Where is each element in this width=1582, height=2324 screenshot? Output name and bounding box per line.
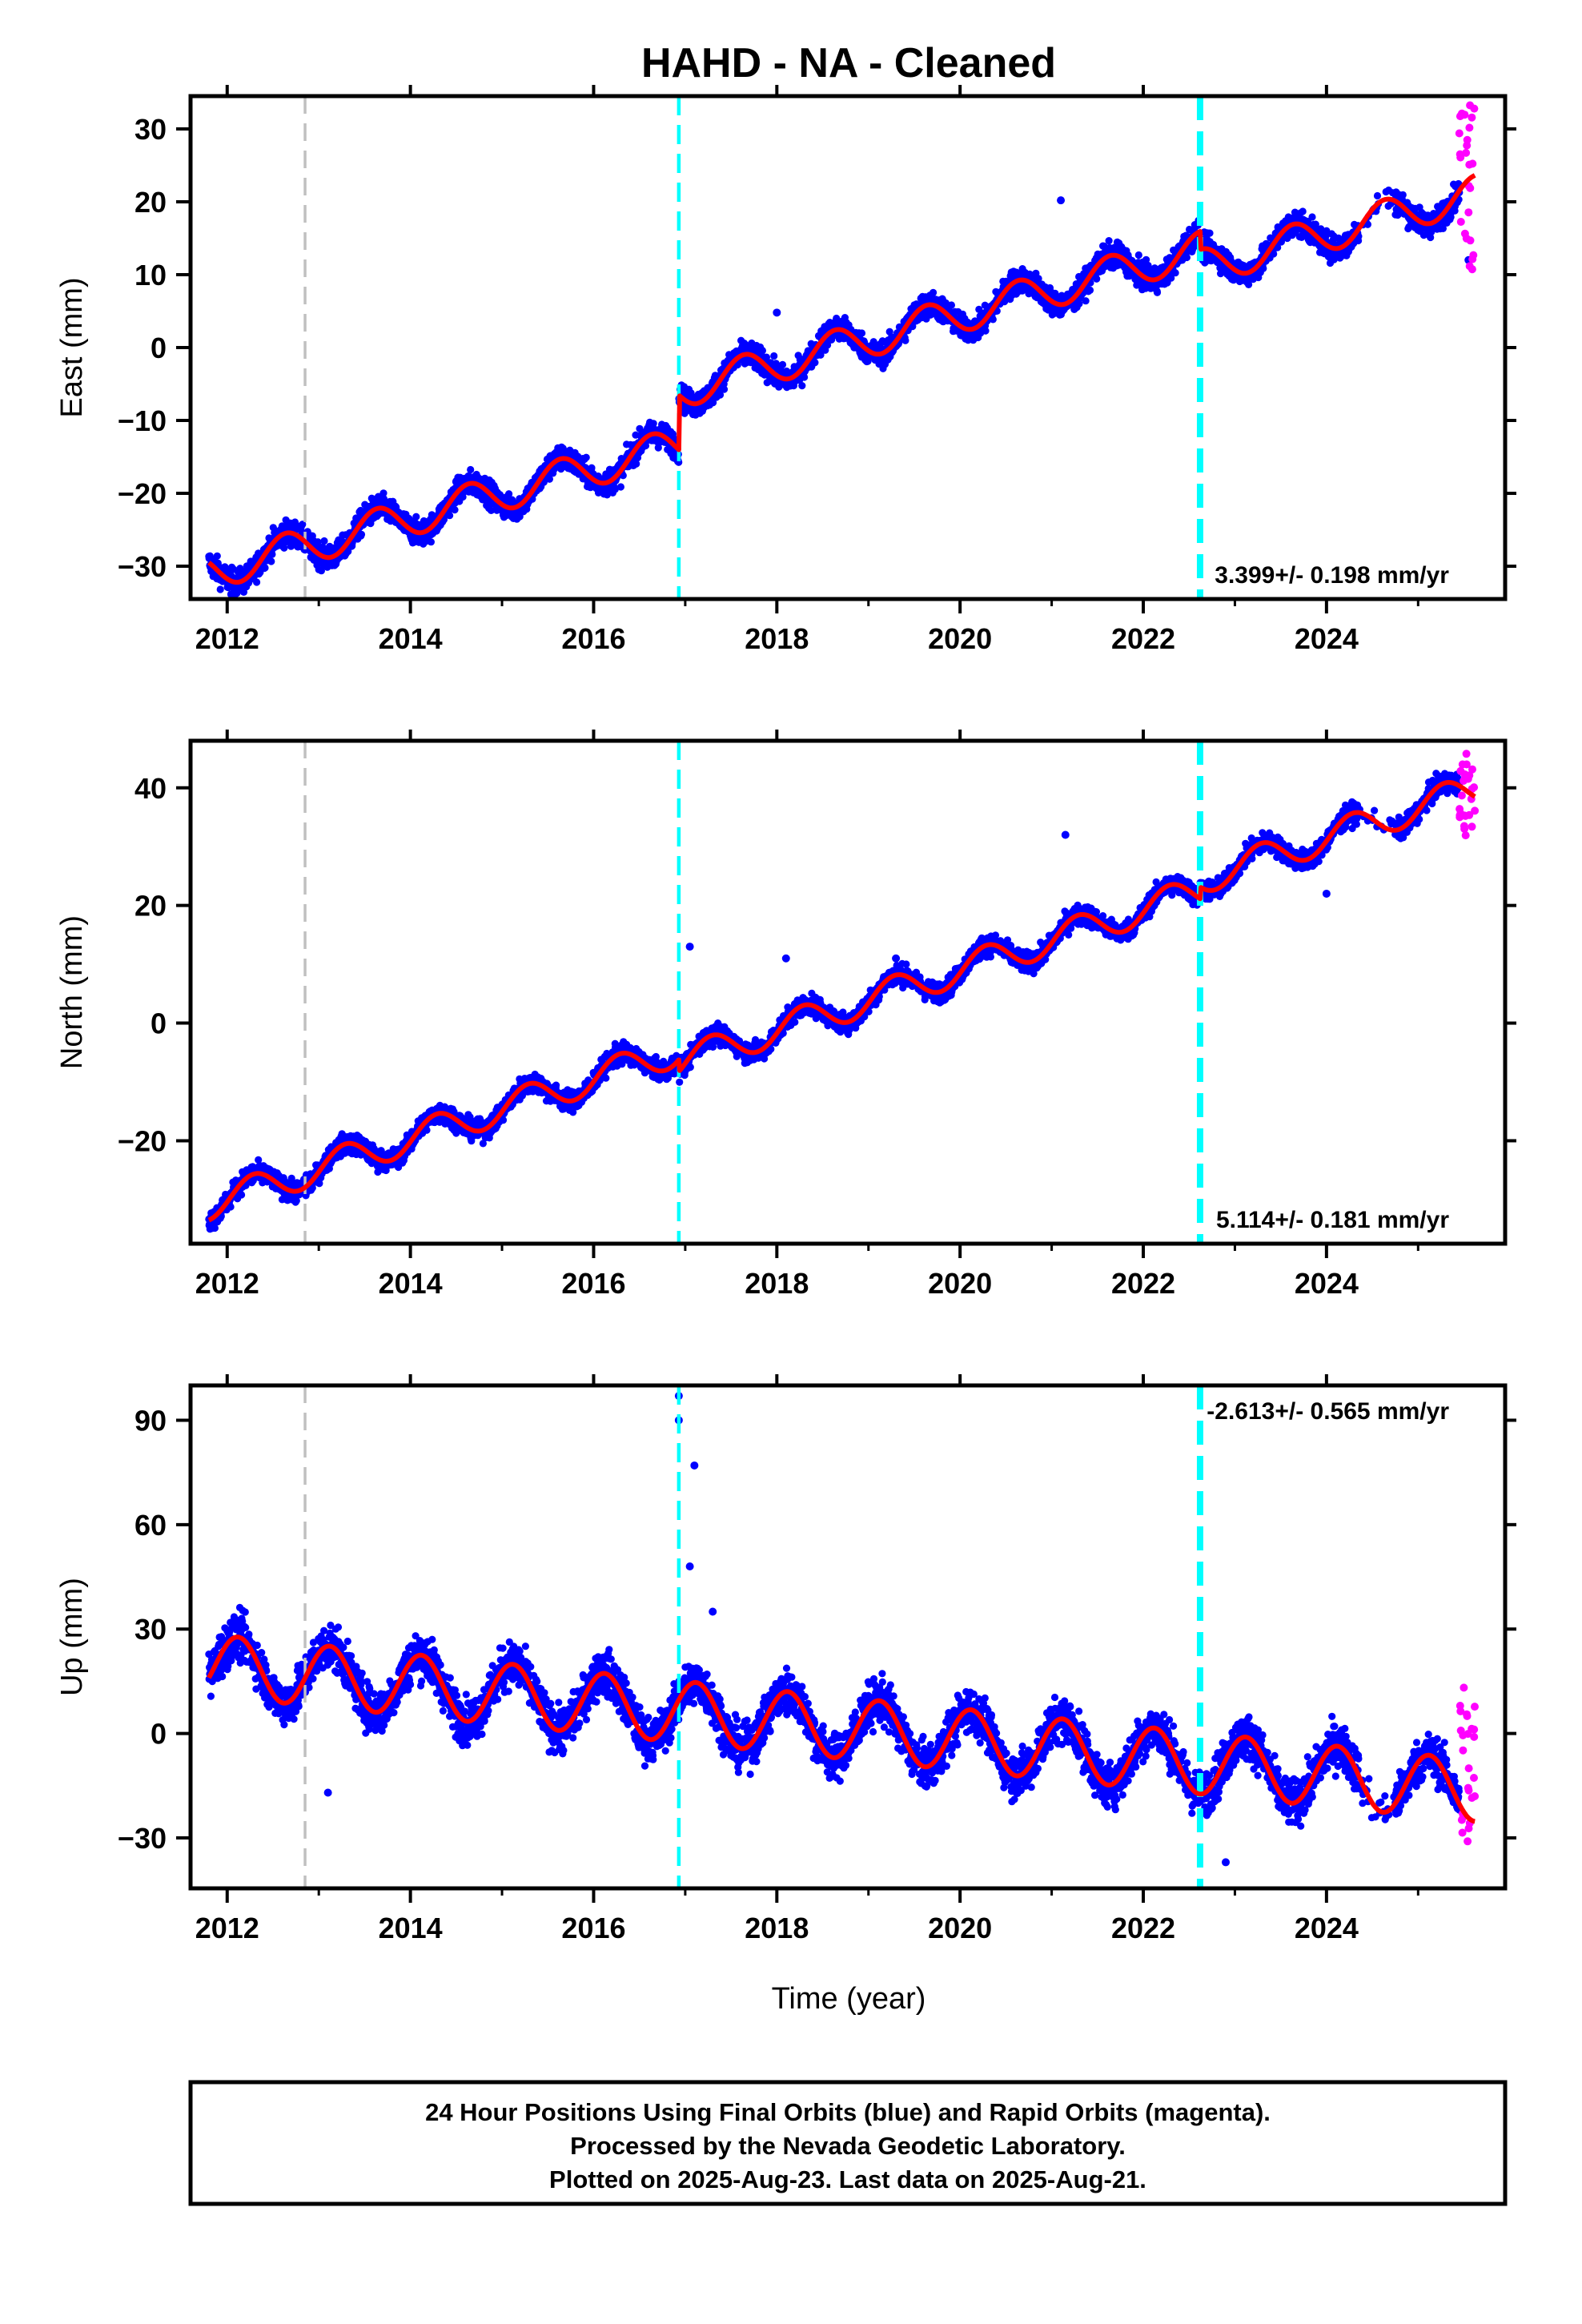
east-point bbox=[1105, 237, 1113, 245]
east-point bbox=[379, 489, 387, 497]
east-point bbox=[268, 550, 276, 558]
east-point bbox=[261, 564, 269, 572]
east-point bbox=[545, 475, 554, 483]
east-point bbox=[314, 538, 322, 546]
east-x-tick-label: 2020 bbox=[928, 622, 992, 655]
east-point bbox=[467, 465, 475, 474]
east-rapid-point bbox=[1465, 123, 1474, 132]
east-y-axis-label: East (mm) bbox=[55, 277, 89, 417]
east-panel: 2012 2014 2016 2018 2020 2022 2024 −30 −20 −10 0 10… bbox=[55, 85, 1516, 655]
east-x-tick-label: 2012 bbox=[195, 622, 259, 655]
east-point bbox=[1399, 191, 1407, 199]
east-point bbox=[505, 490, 513, 498]
east-point bbox=[1308, 213, 1316, 221]
east-point bbox=[1373, 191, 1382, 200]
figure-title: HAHD - NA - Cleaned bbox=[641, 40, 1056, 86]
east-point bbox=[446, 512, 454, 520]
east-point bbox=[982, 327, 990, 335]
east-point bbox=[798, 382, 806, 390]
east-rapid-point bbox=[1466, 236, 1475, 245]
east-rate-label: 3.399+/- 0.198 mm/yr bbox=[1215, 562, 1449, 589]
east-rapid-point bbox=[1456, 153, 1465, 162]
east-y-tick-label: −30 bbox=[118, 550, 167, 583]
east-x-tick-label: 2014 bbox=[379, 622, 443, 655]
east-rapid-point bbox=[1456, 218, 1465, 226]
east-point bbox=[632, 460, 640, 468]
east-rapid-point bbox=[1466, 183, 1475, 192]
east-rapid-point bbox=[1469, 251, 1478, 259]
east-x-tick-label: 2022 bbox=[1111, 622, 1175, 655]
east-point bbox=[280, 544, 288, 552]
east-point bbox=[1134, 251, 1142, 259]
east-outlier-point bbox=[773, 308, 781, 317]
east-y-tick-label: 0 bbox=[151, 332, 167, 364]
east-point bbox=[1153, 288, 1162, 296]
east-point bbox=[778, 360, 787, 368]
east-rapid-point bbox=[1468, 159, 1477, 168]
east-point bbox=[716, 391, 725, 399]
east-y-tick-label: 30 bbox=[135, 113, 167, 146]
east-point bbox=[857, 329, 866, 337]
east-point bbox=[930, 288, 938, 296]
east-point bbox=[1206, 229, 1214, 237]
east-point bbox=[487, 506, 496, 515]
east-y-tick-label: 10 bbox=[135, 259, 167, 292]
east-point bbox=[357, 530, 366, 539]
east-point bbox=[1093, 275, 1101, 283]
east-point bbox=[582, 453, 590, 461]
east-point bbox=[758, 347, 767, 355]
east-point bbox=[1082, 297, 1090, 305]
east-point bbox=[1182, 253, 1191, 262]
east-point bbox=[1086, 286, 1094, 294]
east-point bbox=[213, 552, 221, 560]
east-point bbox=[616, 483, 625, 491]
east-point bbox=[344, 548, 352, 556]
east-rapid-point bbox=[1466, 101, 1475, 110]
east-point bbox=[1299, 207, 1307, 215]
north-final-orbit-points bbox=[205, 770, 1464, 1233]
east-rapid-point bbox=[1465, 262, 1474, 271]
east-rapid-point bbox=[1455, 129, 1464, 138]
east-rapid-point bbox=[1460, 111, 1469, 119]
north-plot-area bbox=[205, 741, 1480, 1244]
east-point bbox=[253, 578, 261, 586]
east-x-tick-label: 2024 bbox=[1295, 622, 1359, 655]
east-point bbox=[412, 513, 420, 521]
east-point bbox=[611, 485, 619, 493]
east-point bbox=[299, 521, 307, 529]
east-point bbox=[720, 385, 729, 393]
east-rapid-point bbox=[1468, 113, 1476, 122]
east-y-tick-label: 20 bbox=[135, 186, 167, 219]
east-plot-area bbox=[205, 96, 1479, 599]
east-point bbox=[588, 464, 596, 472]
east-point bbox=[427, 538, 436, 546]
east-rapid-point bbox=[1463, 135, 1472, 144]
east-point bbox=[811, 359, 819, 367]
east-point bbox=[770, 352, 778, 360]
east-point bbox=[989, 316, 997, 324]
east-frame bbox=[188, 94, 1508, 601]
east-point bbox=[451, 506, 459, 514]
east-rapid-point bbox=[1464, 208, 1473, 217]
east-point bbox=[709, 399, 717, 407]
east-point bbox=[216, 585, 224, 593]
east-point bbox=[901, 336, 909, 344]
east-outlier-point bbox=[1057, 196, 1066, 205]
east-point bbox=[320, 537, 328, 545]
east-point bbox=[1171, 269, 1179, 277]
east-x-tick-label: 2016 bbox=[561, 622, 625, 655]
north-panel: 2012 2014 2016 2018 2020 2022 2024−2002040Nort… bbox=[55, 730, 1516, 1300]
east-y-tick-label: −10 bbox=[118, 404, 167, 437]
east-final-orbit-points bbox=[205, 179, 1473, 599]
east-y-tick-label: −20 bbox=[118, 477, 167, 510]
east-point bbox=[267, 557, 275, 565]
east-x-tick-label: 2018 bbox=[745, 622, 809, 655]
east-rapid-point bbox=[1460, 229, 1469, 238]
east-point bbox=[947, 301, 955, 309]
north-point bbox=[238, 1191, 246, 1199]
east-point bbox=[636, 424, 644, 432]
